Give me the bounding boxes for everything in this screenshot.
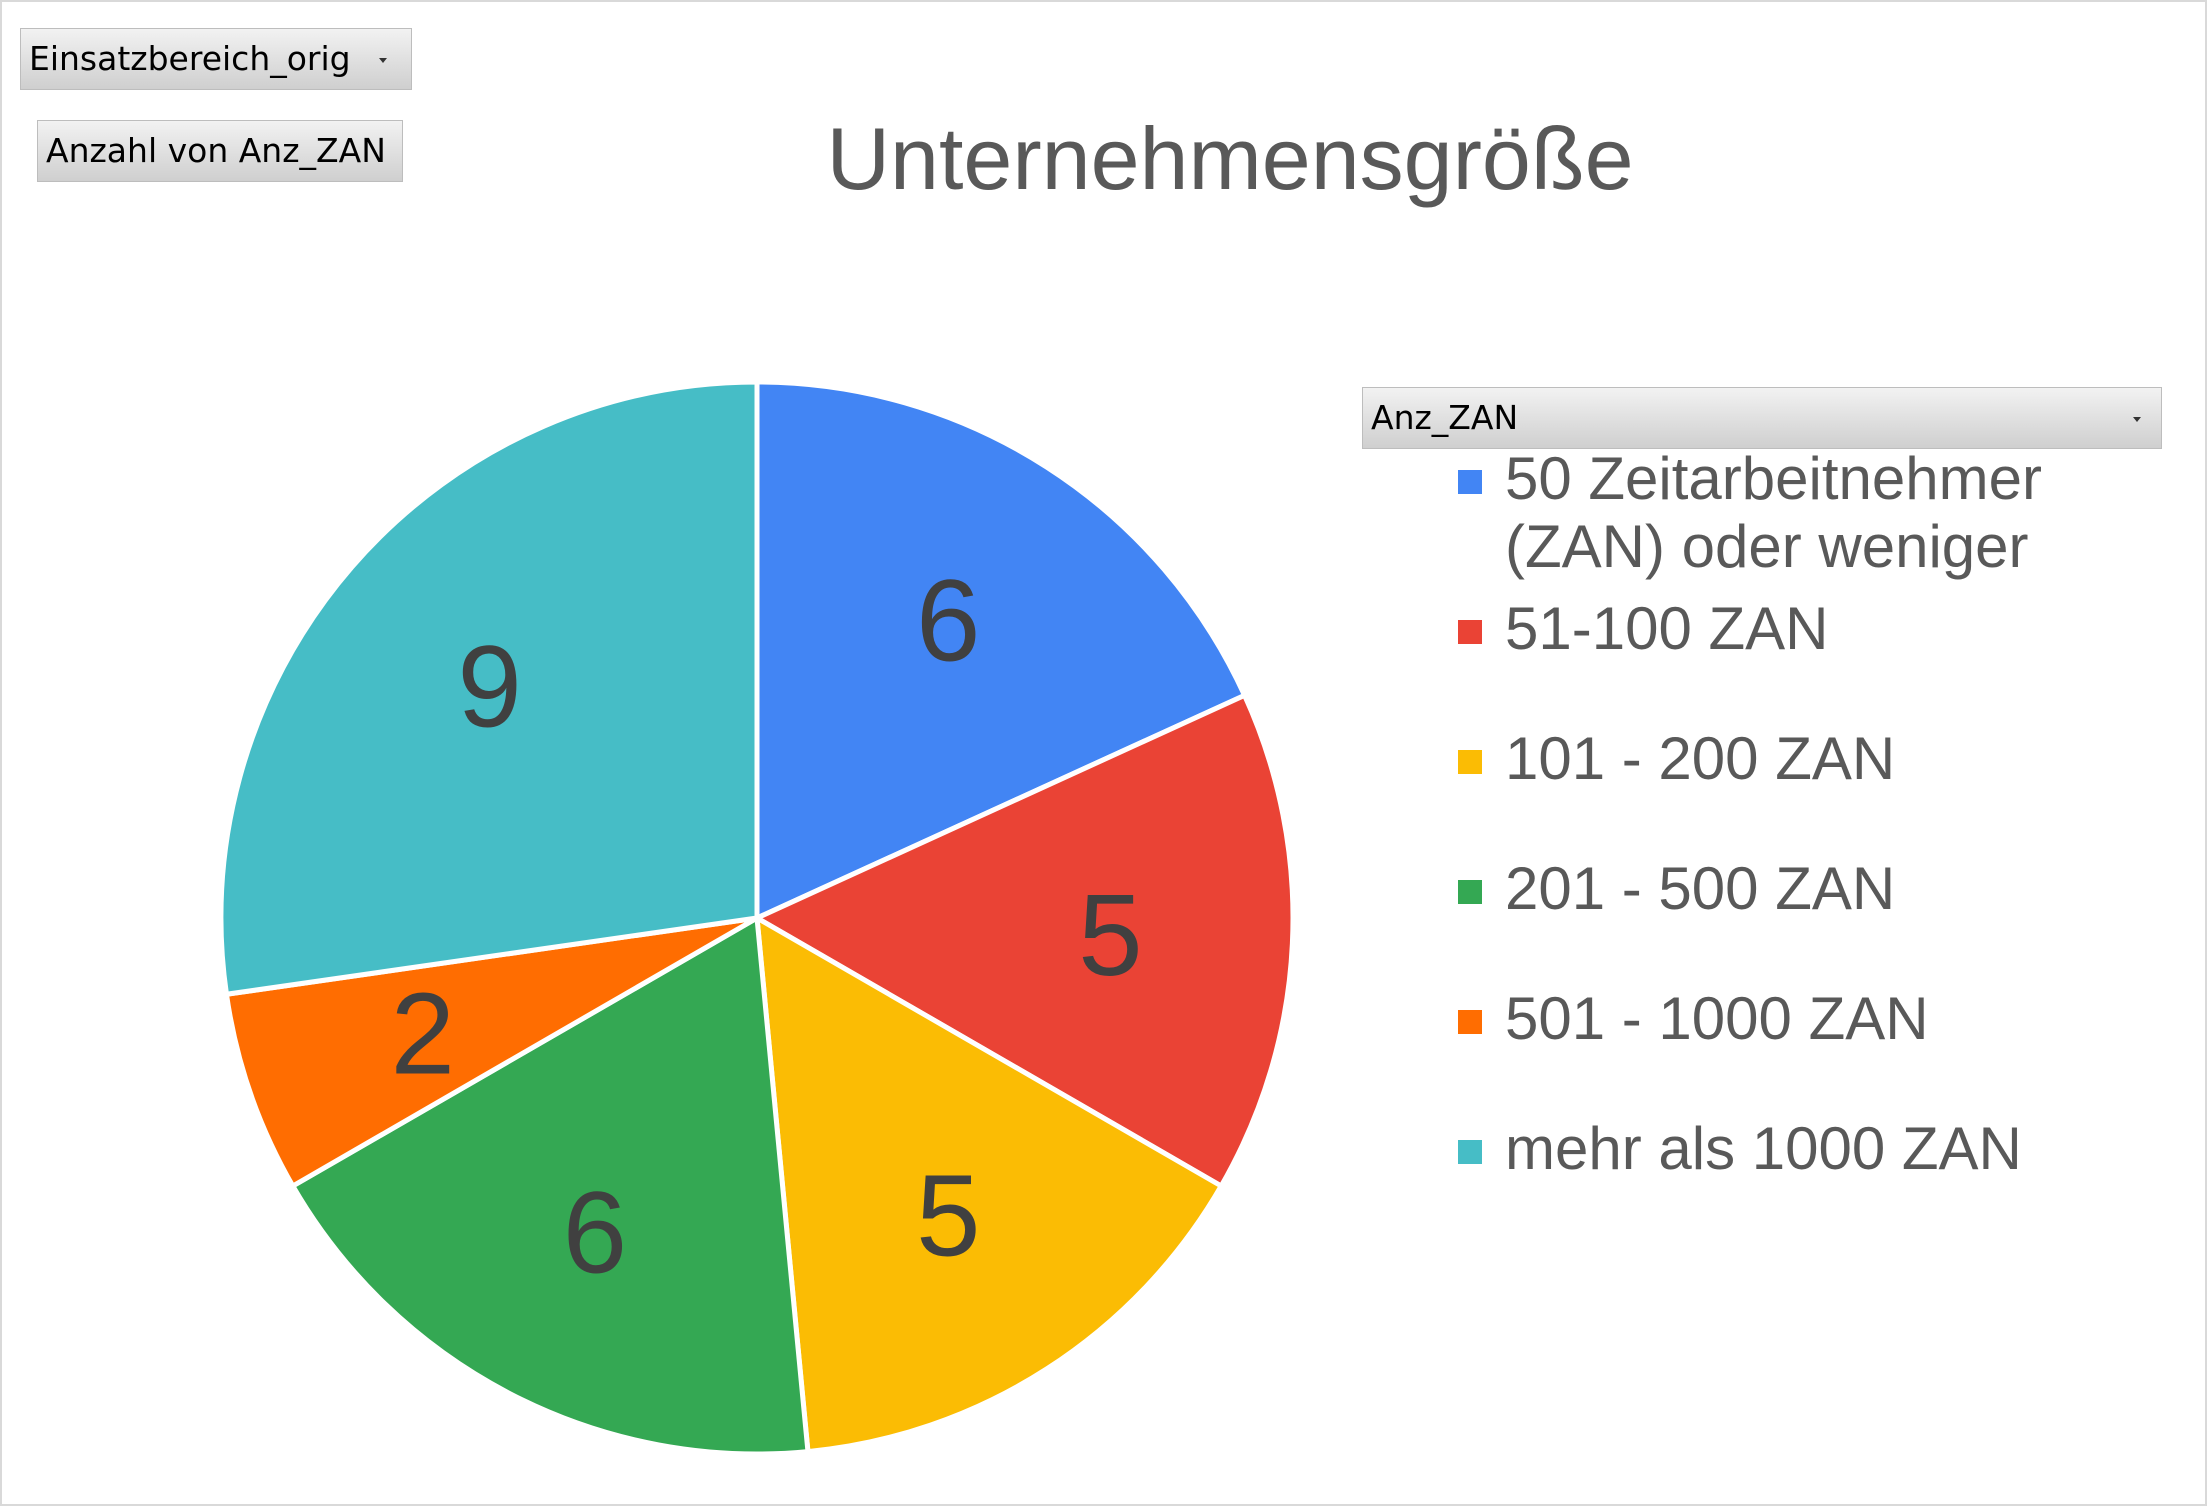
value-field-button: Anzahl von Anz_ZAN <box>37 120 403 182</box>
legend-item[interactable]: 50 Zeitarbeitnehmer (ZAN) oder weniger <box>1458 445 2178 581</box>
slice-data-label: 6 <box>563 1167 628 1297</box>
slice-data-label: 9 <box>457 621 522 751</box>
legend-item[interactable]: 101 - 200 ZAN <box>1458 725 2178 793</box>
legend-label: mehr als 1000 ZAN <box>1505 1115 2022 1182</box>
slice-data-label: 5 <box>916 1151 981 1281</box>
legend-label: 51-100 ZAN <box>1505 595 1829 662</box>
legend-swatch <box>1458 1010 1482 1034</box>
filter-field-label: Einsatzbereich_orig <box>29 39 351 78</box>
legend-item[interactable]: 51-100 ZAN <box>1458 595 2178 663</box>
pie-slice[interactable] <box>218 379 760 997</box>
pie-slice[interactable] <box>754 379 1248 921</box>
chevron-down-icon[interactable] <box>379 58 387 63</box>
pie-slice[interactable] <box>223 915 760 1189</box>
legend-field-label: Anz_ZAN <box>1371 398 1519 437</box>
chevron-down-icon[interactable] <box>2133 417 2141 422</box>
pie-slice[interactable] <box>754 915 1224 1455</box>
legend-label: 50 Zeitarbeitnehmer (ZAN) oder weniger <box>1505 445 2042 580</box>
legend-label: 501 - 1000 ZAN <box>1505 985 1929 1052</box>
pie-slice[interactable] <box>754 692 1296 1189</box>
legend-item[interactable]: mehr als 1000 ZAN <box>1458 1115 2178 1183</box>
value-field-label: Anzahl von Anz_ZAN <box>46 131 386 170</box>
legend-swatch <box>1458 880 1482 904</box>
slice-data-label: 6 <box>916 555 981 685</box>
slice-data-label: 5 <box>1078 870 1143 1000</box>
slice-data-label: 2 <box>390 969 455 1099</box>
legend-item[interactable]: 501 - 1000 ZAN <box>1458 985 2178 1053</box>
legend-swatch <box>1458 620 1482 644</box>
legend-field-button[interactable]: Anz_ZAN <box>1362 387 2162 449</box>
pie-slice[interactable] <box>290 915 811 1457</box>
legend-swatch <box>1458 470 1482 494</box>
legend-swatch <box>1458 1140 1482 1164</box>
legend-item[interactable]: 201 - 500 ZAN <box>1458 855 2178 923</box>
legend-swatch <box>1458 750 1482 774</box>
legend: 50 Zeitarbeitnehmer (ZAN) oder weniger 51… <box>1458 445 2178 1183</box>
filter-field-button[interactable]: Einsatzbereich_orig <box>20 28 412 90</box>
legend-label: 101 - 200 ZAN <box>1505 725 1896 792</box>
legend-label: 201 - 500 ZAN <box>1505 855 1896 922</box>
chart-title: Unternehmensgröße <box>826 109 1634 208</box>
